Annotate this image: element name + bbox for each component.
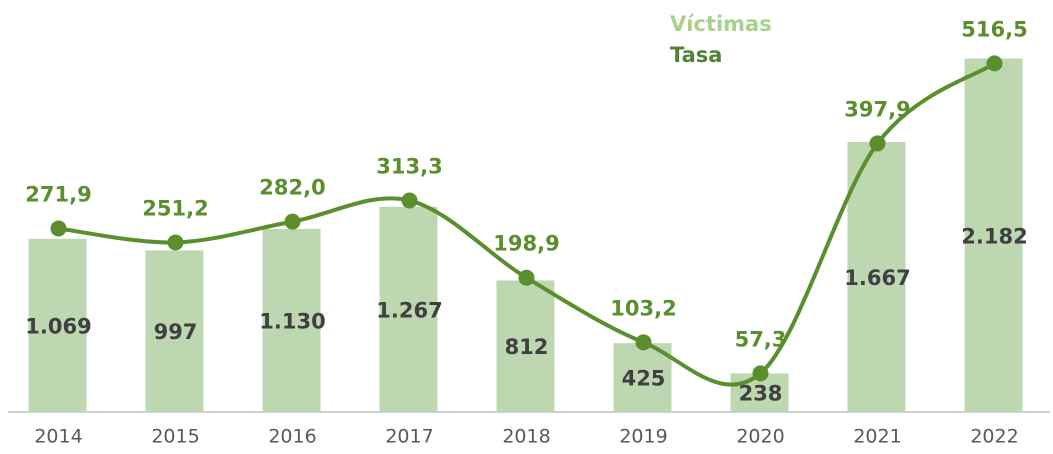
bar <box>379 206 438 412</box>
line-value-label: 516,5 <box>961 17 1027 41</box>
bar-value-label: 238 <box>739 382 783 406</box>
line-value-label: 397,9 <box>844 97 910 121</box>
x-tick-label: 2022 <box>970 426 1018 448</box>
bar-value-label: 997 <box>154 320 198 344</box>
bar-value-label: 812 <box>505 335 549 359</box>
line <box>58 61 996 387</box>
line-marker <box>50 220 67 237</box>
line-marker <box>752 365 769 382</box>
x-tick-label: 2015 <box>151 426 199 448</box>
x-tick-label: 2020 <box>736 426 784 448</box>
x-tick-label: 2016 <box>268 426 316 448</box>
bar <box>847 141 906 413</box>
x-tick-label: 2014 <box>34 426 82 448</box>
x-tick-label: 2017 <box>385 426 433 448</box>
x-tick-label: 2021 <box>853 426 901 448</box>
line-marker <box>518 269 535 286</box>
x-tick-label: 2018 <box>502 426 550 448</box>
bar <box>496 280 555 412</box>
bar-value-label: 1.667 <box>844 266 910 290</box>
line-value-label: 271,9 <box>25 182 91 206</box>
line-marker <box>167 234 184 251</box>
line-marker <box>986 55 1003 72</box>
line-value-label: 198,9 <box>493 232 559 256</box>
bar-value-label: 2.182 <box>961 224 1027 248</box>
line-marker <box>401 192 418 209</box>
line-value-label: 251,2 <box>142 196 208 220</box>
line-marker <box>635 334 652 351</box>
x-tick-label: 2019 <box>619 426 667 448</box>
bar <box>964 58 1023 413</box>
bar-value-label: 425 <box>622 367 666 391</box>
line-marker <box>869 135 886 152</box>
legend-label: Víctimas <box>670 12 772 36</box>
bar-value-label: 1.069 <box>25 314 91 338</box>
line-value-label: 57,3 <box>735 327 787 351</box>
line-value-label: 103,2 <box>610 296 676 320</box>
bar <box>28 238 87 412</box>
legend-label: Tasa <box>670 43 722 67</box>
bar <box>262 228 321 412</box>
bar <box>613 343 672 412</box>
line-marker <box>284 213 301 230</box>
line-value-label: 282,0 <box>259 176 325 200</box>
bar <box>145 250 204 412</box>
bar-value-label: 1.267 <box>376 298 442 322</box>
line-value-label: 313,3 <box>376 155 442 179</box>
bar-value-label: 1.130 <box>259 309 325 333</box>
